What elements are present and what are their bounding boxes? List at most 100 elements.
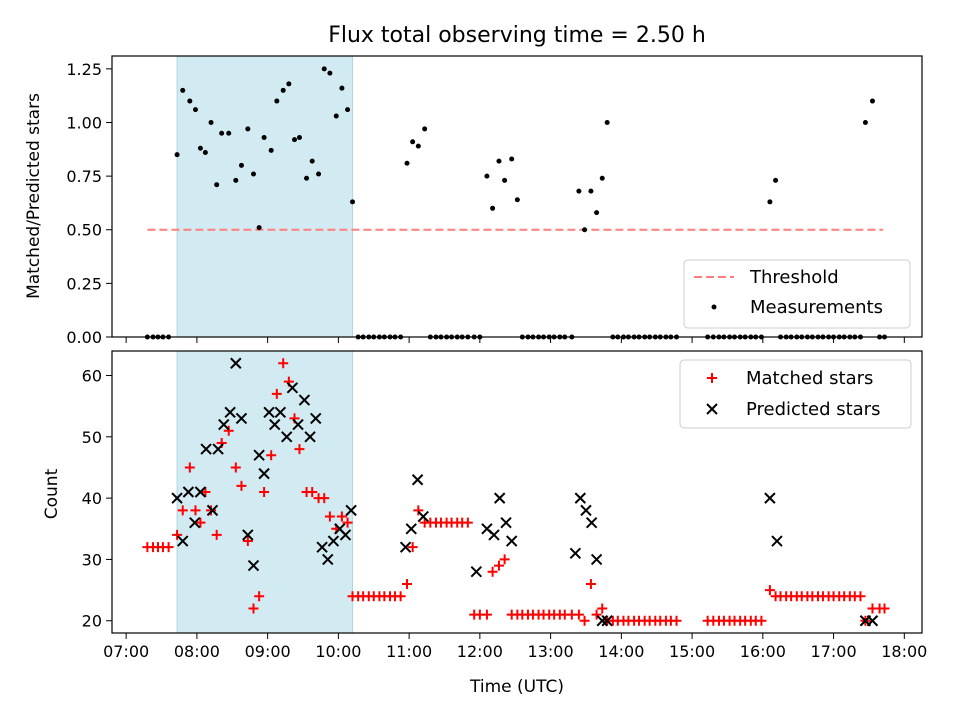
- matched-star-point: [266, 450, 277, 461]
- measurement-point: [576, 188, 582, 194]
- measurement-point: [350, 199, 356, 205]
- x-tick-label: 10:00: [315, 642, 361, 661]
- measurement-point: [773, 177, 779, 183]
- predicted-star-point: [411, 474, 424, 486]
- predicted-star-point: [200, 443, 212, 455]
- x-tick-label: 08:00: [174, 642, 220, 661]
- bottom-axes-frame: [111, 350, 923, 634]
- predicted-star-point: [242, 529, 254, 541]
- measurement-point: [410, 139, 416, 145]
- measurement-point: [496, 158, 502, 164]
- predicted-star-point: [585, 516, 598, 529]
- measurement-point: [327, 70, 333, 76]
- bottom-legend-box: [679, 359, 912, 429]
- top-legend-box: [683, 259, 911, 329]
- predicted-star-point: [569, 547, 582, 560]
- top-y-tick-label: 1.00: [66, 113, 102, 132]
- measurement-point: [226, 130, 232, 136]
- predicted-star-point: [399, 541, 412, 553]
- x-tick-label: 07:00: [103, 642, 149, 661]
- measurement-point: [280, 87, 286, 93]
- predicted-star-point: [212, 443, 224, 455]
- matched-star-point: [294, 444, 305, 455]
- predicted-star-point: [764, 492, 776, 504]
- measurement-point: [604, 119, 610, 125]
- measurement-point: [296, 135, 302, 141]
- x-tick-label: 13:00: [528, 642, 574, 661]
- top-legend: Threshold Measurements: [683, 259, 911, 329]
- predicted-star-point: [189, 516, 201, 529]
- matched-star-point: [855, 591, 866, 602]
- predicted-star-point: [505, 535, 518, 547]
- predicted-star-point: [601, 615, 613, 627]
- measurement-point: [404, 160, 410, 166]
- predicted-star-point: [182, 486, 195, 498]
- predicted-star-point: [281, 431, 293, 443]
- predicted-star-point: [580, 504, 592, 517]
- matched-star-point: [177, 505, 188, 516]
- top-shaded-span: [176, 55, 354, 338]
- x-tick-label: 14:00: [598, 642, 644, 661]
- measurement-point: [174, 152, 180, 158]
- predicted-star-point: [253, 449, 265, 461]
- predicted-star-point: [574, 492, 587, 504]
- predicted-star-point: [470, 565, 483, 578]
- bottom-y-tick-label: 60: [82, 367, 102, 386]
- measurement-point: [321, 66, 327, 72]
- top-y-tick-label: 0.50: [66, 221, 102, 240]
- measurement-point: [286, 81, 292, 87]
- predicted-star-point: [194, 486, 207, 498]
- predicted-star-point: [417, 510, 429, 523]
- matched-star-point: [336, 511, 347, 522]
- measurement-point: [187, 98, 193, 104]
- matched-star-point: [481, 609, 492, 620]
- top-y-axis-label: Matched/Predicted stars: [24, 93, 44, 299]
- chart-title: Flux total observing time = 2.50 h: [328, 23, 706, 48]
- legend-measurements-label: Measurements: [750, 297, 883, 318]
- matched-star-point: [172, 529, 183, 540]
- matched-star-point: [764, 585, 775, 596]
- matched-star-point: [493, 560, 504, 571]
- predicted-star-point: [339, 529, 352, 541]
- matched-star-point: [591, 609, 602, 620]
- predicted-star-point: [493, 492, 506, 504]
- matched-star-point: [190, 505, 201, 516]
- matched-star-point: [271, 388, 282, 399]
- matched-star-point: [223, 425, 234, 436]
- measurement-point: [250, 171, 256, 177]
- predicted-star-point: [298, 394, 311, 406]
- predicted-star-point: [171, 492, 183, 504]
- top-y-tick-label: 0.00: [66, 328, 102, 347]
- matched-star-point: [499, 554, 510, 565]
- matched-star-point: [462, 517, 473, 528]
- matched-star-point: [206, 505, 217, 516]
- measurement-point: [422, 126, 428, 132]
- bottom-legend: Matched stars Predicted stars: [679, 359, 912, 429]
- measurement-point: [333, 113, 339, 119]
- measurement-point: [233, 177, 239, 183]
- predicted-star-point: [286, 382, 299, 394]
- measurement-point: [268, 147, 274, 153]
- matched-star-point: [413, 505, 424, 516]
- matched-star-point: [236, 480, 247, 491]
- measurement-point: [292, 137, 298, 143]
- predicted-star-point: [224, 406, 236, 419]
- measurement-point: [256, 225, 262, 231]
- matched-star-point: [407, 542, 418, 553]
- matched-star-point: [211, 529, 222, 540]
- measurement-point: [214, 182, 220, 188]
- predicted-star-point: [206, 504, 219, 517]
- legend-threshold-label: Threshold: [749, 267, 839, 288]
- predicted-star-point: [590, 553, 603, 566]
- matched-star-point: [278, 358, 289, 369]
- legend-matched-label: Matched stars: [746, 368, 873, 389]
- measurement-point: [219, 130, 225, 136]
- measurement-point: [245, 126, 251, 132]
- predicted-star-point: [218, 418, 230, 431]
- predicted-star-point: [405, 523, 417, 535]
- measurement-point: [339, 85, 345, 91]
- bottom-plot: 20 30 40 50 60 07:00 08:00 09:00 10:00 11:00 12:00…: [82, 350, 927, 661]
- matched-star-point: [259, 487, 270, 497]
- predicted-star-point: [263, 406, 275, 419]
- matched-star-point: [401, 578, 412, 589]
